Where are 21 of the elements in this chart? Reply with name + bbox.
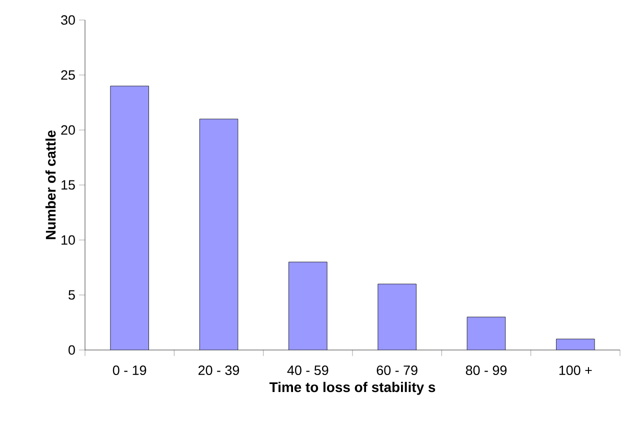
x-tick-label: 20 - 39	[198, 366, 240, 376]
x-tick-label: 80 - 99	[466, 366, 507, 376]
bar	[200, 119, 238, 350]
x-tick-label: 60 - 79	[376, 366, 418, 376]
x-tick-label: 0 - 19	[112, 366, 146, 376]
bar	[556, 338, 595, 350]
x-tick-label: 100 +	[559, 366, 592, 376]
y-tick-label: 20	[61, 125, 75, 135]
y-tick-label: 30	[61, 15, 75, 25]
y-tick-label: 25	[61, 70, 75, 80]
y-axis-title: Number of cattle	[45, 130, 56, 240]
x-axis-title: Time to loss of stability s	[269, 382, 436, 395]
y-tick-label: 15	[62, 180, 75, 190]
bar	[110, 86, 149, 350]
y-tick-label: 0	[68, 345, 75, 355]
bar	[378, 284, 416, 350]
x-tick-label: 40 - 59	[287, 366, 328, 376]
y-tick-label: 10	[62, 235, 75, 245]
bar	[288, 262, 328, 350]
y-tick-label: 5	[68, 290, 75, 300]
bar	[467, 317, 506, 350]
